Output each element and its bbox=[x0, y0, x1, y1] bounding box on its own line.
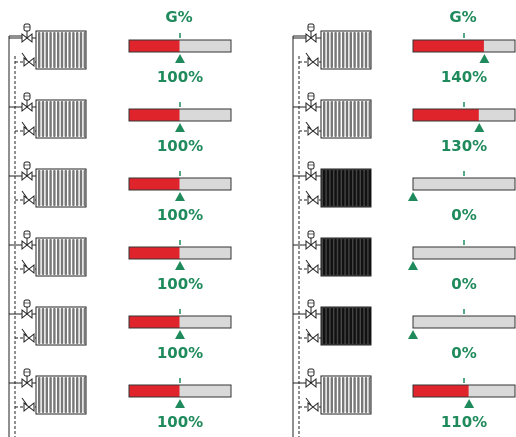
flow-percent-label: 100% bbox=[157, 275, 203, 293]
radiator-row: 110% bbox=[293, 368, 516, 431]
lockshield-valve-icon bbox=[23, 332, 35, 344]
flow-marker bbox=[474, 123, 485, 132]
flow-percent-label: 100% bbox=[157, 68, 203, 86]
flow-marker bbox=[408, 261, 418, 270]
radiator-icon bbox=[9, 161, 87, 208]
radiator-icon bbox=[9, 299, 87, 346]
flow-bar-fill bbox=[129, 247, 180, 259]
lockshield-valve-icon bbox=[23, 194, 35, 206]
lockshield-valve-icon bbox=[307, 125, 319, 137]
radiator-row: 100% bbox=[9, 161, 232, 224]
radiator-row: 0% bbox=[293, 230, 516, 293]
radiator-icon bbox=[293, 368, 372, 415]
lockshield-valve-icon bbox=[307, 332, 319, 344]
flow-bar-fill bbox=[129, 385, 180, 397]
column-header-right: G% bbox=[449, 8, 476, 26]
lockshield-valve-icon bbox=[23, 56, 35, 68]
column-left: G% 100% 100% 100% 100% 100% 100% bbox=[8, 8, 232, 437]
radiator-icon bbox=[293, 161, 372, 208]
flow-marker bbox=[479, 54, 490, 63]
flow-marker bbox=[175, 192, 185, 201]
lockshield-valve-icon bbox=[307, 56, 319, 68]
flow-marker bbox=[175, 54, 185, 63]
flow-bar-fill bbox=[413, 385, 469, 397]
radiator-row: 100% bbox=[9, 92, 232, 155]
radiator-row: 140% bbox=[293, 23, 516, 86]
radiator-icon bbox=[293, 299, 372, 346]
lockshield-valve-icon bbox=[23, 401, 35, 413]
flow-marker bbox=[464, 399, 475, 408]
flow-bar-fill bbox=[129, 40, 180, 52]
radiator-row: 100% bbox=[9, 23, 232, 86]
flow-percent-label: 0% bbox=[451, 344, 476, 362]
radiator-row: 0% bbox=[293, 299, 516, 362]
flow-bar-track bbox=[412, 177, 516, 191]
lockshield-valve-icon bbox=[307, 194, 319, 206]
radiator-icon bbox=[293, 92, 372, 139]
flow-percent-label: 0% bbox=[451, 206, 476, 224]
flow-marker bbox=[408, 330, 418, 339]
flow-bar-fill bbox=[129, 316, 180, 328]
flow-bar-fill bbox=[413, 40, 484, 52]
flow-bar-fill bbox=[413, 109, 479, 121]
flow-percent-label: 100% bbox=[157, 206, 203, 224]
radiator-icon bbox=[293, 23, 372, 70]
flow-bar-fill bbox=[129, 178, 180, 190]
radiator-row: 100% bbox=[9, 230, 232, 293]
radiator-icon bbox=[9, 23, 87, 70]
column-header-left: G% bbox=[165, 8, 192, 26]
flow-percent-label: 140% bbox=[441, 68, 487, 86]
column-right: G% 140% 130% 0% 0% 0% 110% bbox=[292, 8, 516, 437]
radiator-icon bbox=[293, 230, 372, 277]
flow-bar-track bbox=[412, 315, 516, 329]
lockshield-valve-icon bbox=[307, 401, 319, 413]
flow-marker bbox=[175, 399, 185, 408]
flow-bar-fill bbox=[129, 109, 180, 121]
radiator-icon bbox=[9, 230, 87, 277]
lockshield-valve-icon bbox=[23, 263, 35, 275]
flow-percent-label: 100% bbox=[157, 413, 203, 431]
radiator-row: 100% bbox=[9, 299, 232, 362]
flow-percent-label: 110% bbox=[441, 413, 487, 431]
flow-percent-label: 0% bbox=[451, 275, 476, 293]
lockshield-valve-icon bbox=[307, 263, 319, 275]
flow-marker bbox=[175, 330, 185, 339]
flow-percent-label: 130% bbox=[441, 137, 487, 155]
flow-marker bbox=[175, 261, 185, 270]
radiator-row: 130% bbox=[293, 92, 516, 155]
radiator-row: 100% bbox=[9, 368, 232, 431]
lockshield-valve-icon bbox=[23, 125, 35, 137]
flow-percent-label: 100% bbox=[157, 344, 203, 362]
radiator-icon bbox=[9, 92, 87, 139]
flow-marker bbox=[408, 192, 418, 201]
flow-bar-track bbox=[412, 246, 516, 260]
radiator-icon bbox=[9, 368, 87, 415]
radiator-row: 0% bbox=[293, 161, 516, 224]
flow-marker bbox=[175, 123, 185, 132]
flow-percent-label: 100% bbox=[157, 137, 203, 155]
